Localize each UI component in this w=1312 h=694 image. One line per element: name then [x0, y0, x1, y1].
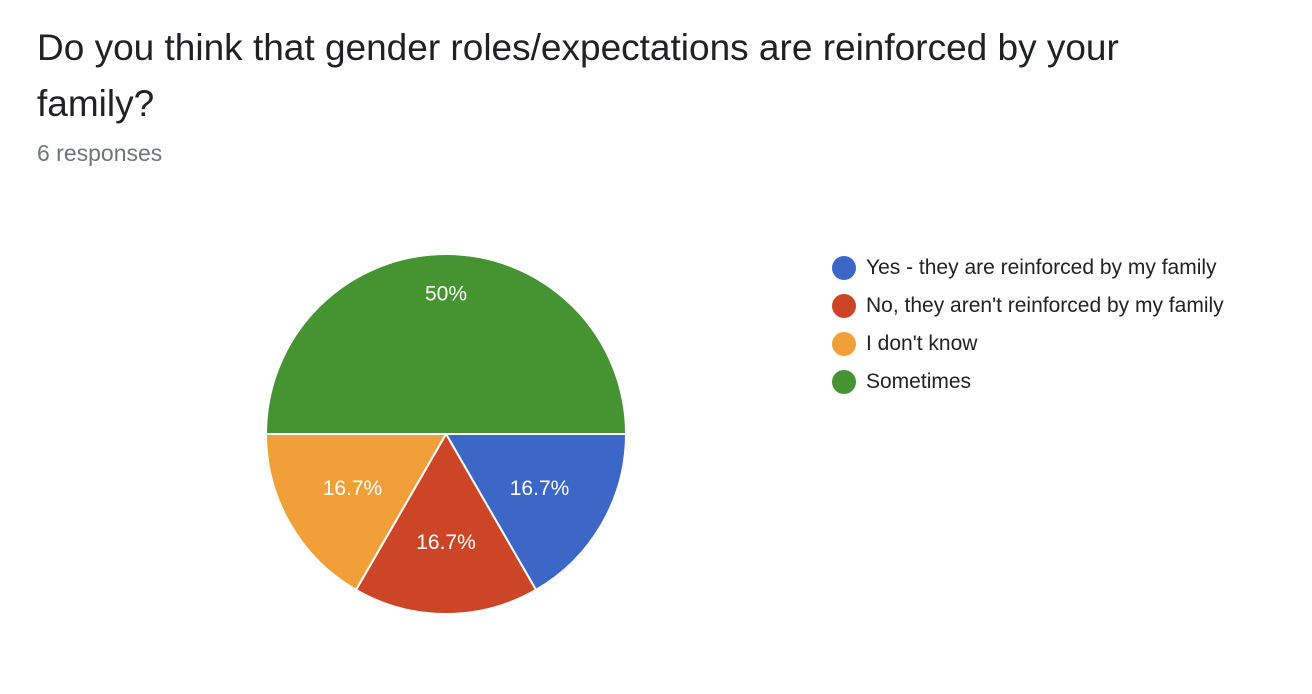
legend-swatch-0 — [832, 256, 856, 280]
legend-label-3: Sometimes — [866, 370, 972, 393]
pie-slice-label-1: 16.7% — [416, 531, 476, 554]
pie-slice-1[interactable] — [354, 431, 538, 615]
legend-item-2[interactable]: I don't know — [832, 328, 1232, 359]
legend-item-3[interactable]: Sometimes — [832, 366, 1232, 397]
legend-swatch-2 — [832, 332, 856, 356]
legend-label-1: No, they aren't reinforced by my family — [866, 294, 1224, 317]
chart-legend: Yes - they are reinforced by my family No… — [832, 252, 1232, 404]
pie-slice-label-0: 16.7% — [510, 477, 570, 500]
pie-slice-0[interactable] — [444, 433, 628, 592]
legend-label-2: I don't know — [866, 332, 978, 355]
response-count: 6 responses — [37, 140, 163, 166]
legend-swatch-1 — [832, 294, 856, 318]
pie-slice-2[interactable] — [264, 433, 448, 592]
legend-swatch-3 — [832, 370, 856, 394]
legend-item-1[interactable]: No, they aren't reinforced by my family — [832, 290, 1232, 321]
legend-item-0[interactable]: Yes - they are reinforced by my family — [832, 252, 1232, 283]
chart-title: Do you think that gender roles/expectati… — [37, 27, 1119, 124]
pie-slice-label-2: 16.7% — [323, 477, 383, 500]
legend-label-0: Yes - they are reinforced by my family — [866, 256, 1217, 279]
pie-slice-3[interactable] — [264, 253, 628, 435]
pie-slice-label-3: 50% — [425, 283, 467, 306]
